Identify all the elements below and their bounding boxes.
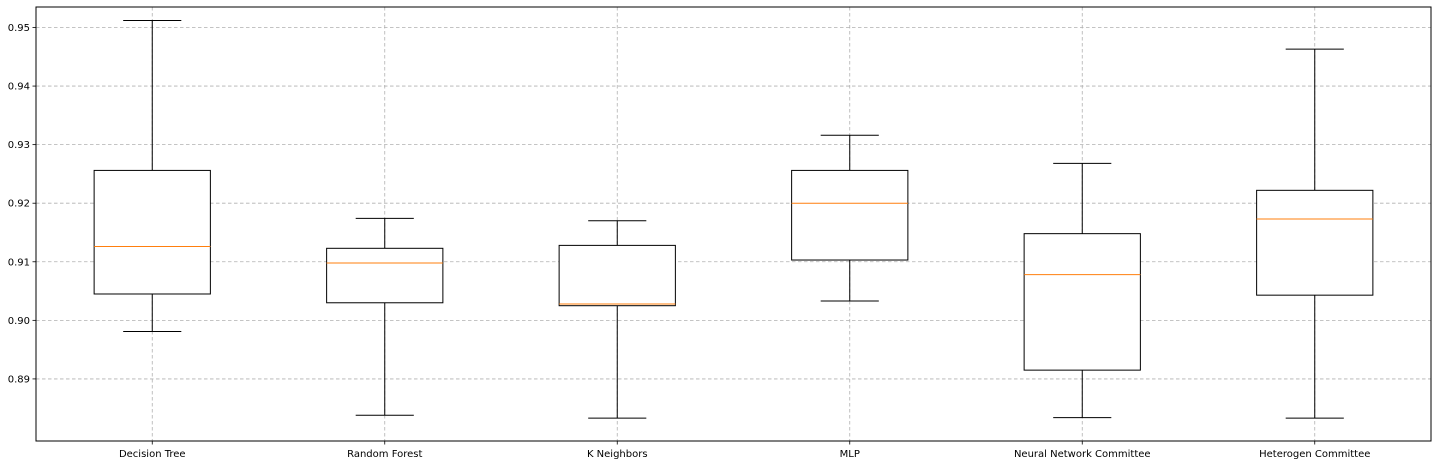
- box-3: [791, 134, 909, 302]
- box-layer: [93, 19, 1374, 419]
- box-body: [558, 244, 676, 307]
- y-tick-label: 0.94: [8, 82, 30, 93]
- box-body: [1256, 189, 1374, 296]
- x-tick-label: K Neighbors: [587, 449, 648, 460]
- y-tick-label: 0.93: [8, 140, 30, 151]
- y-tick-label: 0.91: [8, 257, 30, 268]
- box-4: [1023, 162, 1141, 419]
- y-tick-label: 0.92: [8, 199, 30, 210]
- box-2: [558, 220, 676, 419]
- x-tick-label: Decision Tree: [119, 449, 186, 460]
- y-axis: 0.89 0.90 0.91 0.92 0.93 0.94 0.95: [8, 23, 36, 385]
- box-body: [93, 169, 211, 295]
- box-0: [93, 19, 211, 332]
- x-tick-label: MLP: [840, 449, 860, 460]
- y-tick-label: 0.95: [8, 23, 30, 34]
- x-tick-label: Random Forest: [347, 449, 422, 460]
- box-1: [326, 217, 444, 416]
- plot-frame: [35, 6, 1432, 442]
- box-5: [1256, 48, 1374, 419]
- box-body: [326, 247, 444, 304]
- y-tick-label: 0.90: [8, 316, 30, 327]
- x-tick-label: Neural Network Committee: [1014, 449, 1151, 460]
- box-body: [791, 169, 909, 261]
- x-tick-label: Heterogen Committee: [1259, 449, 1370, 460]
- box-body: [1023, 233, 1141, 371]
- grid-layer: [36, 7, 1431, 441]
- y-tick-label: 0.89: [8, 374, 30, 385]
- x-axis: Decision Tree Random Forest K Neighbors MLP…: [119, 441, 1370, 460]
